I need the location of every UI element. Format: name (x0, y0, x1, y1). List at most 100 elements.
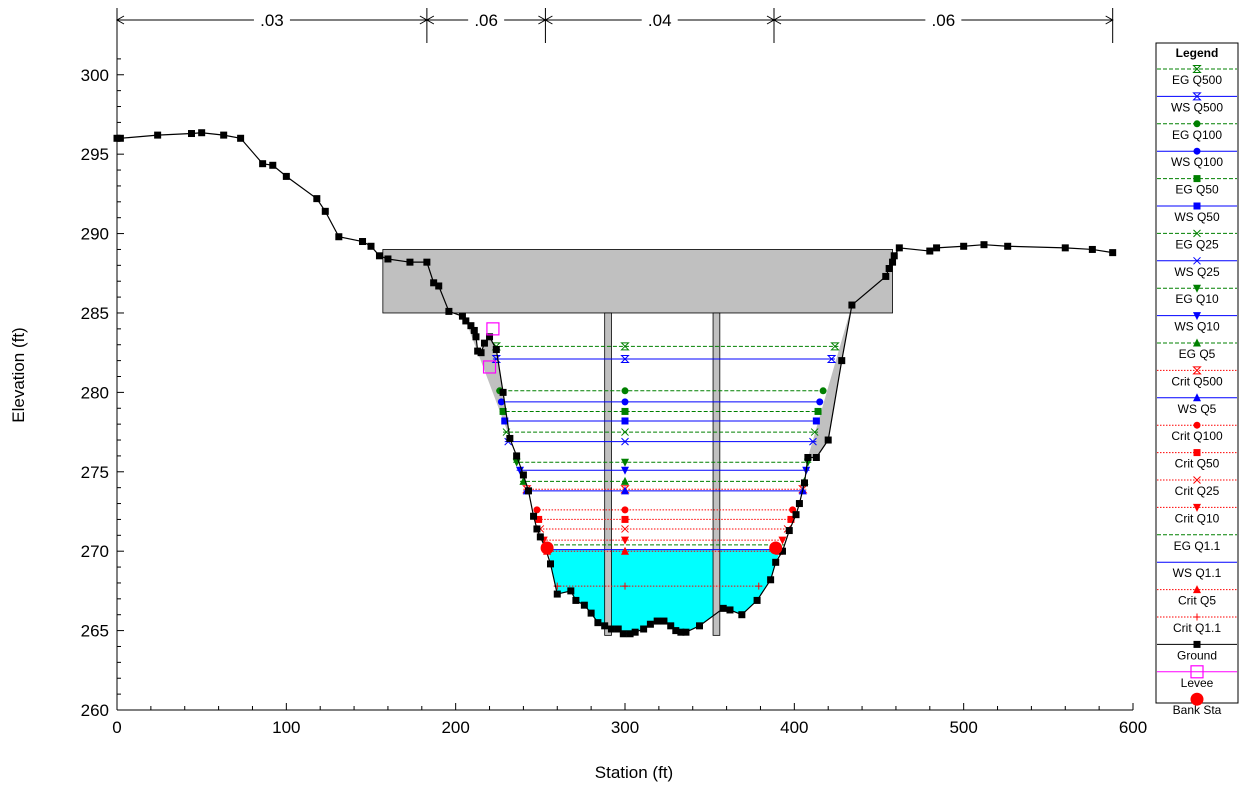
profile-marker-2-1 (621, 387, 629, 395)
legend: Legend EG Q500 WS Q500 EG Q100 WS Q100 EG Q5… (1155, 42, 1239, 717)
legend-marker-3 (1193, 147, 1201, 155)
ground-point-25 (470, 326, 478, 334)
ground-point-91 (1109, 249, 1117, 257)
right-bank-shade (807, 305, 852, 458)
ground-point-75 (812, 453, 820, 461)
bridge-pier-1 (604, 312, 612, 636)
x-tick-label-400: 400 (780, 718, 808, 737)
ground-point-84 (926, 247, 934, 255)
y-axis-label: Elevation (ft) (9, 327, 28, 422)
legend-label-7: WS Q25 (1174, 265, 1220, 279)
legend-label-10: EG Q5 (1179, 347, 1216, 361)
ground-point-46 (587, 609, 595, 617)
legend-label-4: EG Q50 (1175, 183, 1219, 197)
profile-marker-2-2 (819, 387, 827, 395)
ground-point-5 (220, 131, 228, 139)
ground-point-67 (767, 576, 775, 584)
fills-layer (382, 249, 893, 636)
n-arrow-left-0 (115, 15, 125, 25)
y-tick-label-285: 285 (81, 304, 109, 323)
n-arrow-right-3 (1105, 15, 1114, 25)
ground-point-81 (889, 258, 897, 266)
profile-marker-13-0 (533, 506, 541, 514)
ground-point-18 (423, 258, 431, 266)
profile-marker-0-2 (830, 342, 840, 351)
ground-point-44 (572, 596, 580, 604)
legend-marker-10 (1193, 338, 1201, 347)
ground-point-71 (792, 511, 800, 519)
legend-marker-0 (1192, 65, 1202, 73)
profile-marker-10-1 (621, 476, 629, 485)
n-value-label-3: .06 (932, 11, 956, 30)
ground-point-74 (804, 453, 812, 461)
legend-marker-23 (1190, 692, 1204, 706)
legend-marker-16 (1193, 503, 1201, 512)
profile-marker-16-2 (778, 536, 787, 545)
profile-marker-5-2 (812, 417, 820, 425)
ground-point-53 (631, 628, 639, 636)
legend-marker-15 (1193, 476, 1201, 484)
profile-marker-4-1 (621, 407, 629, 415)
legend-title: Legend (1176, 46, 1219, 60)
n-arrow-left-3 (773, 15, 782, 25)
levee-marker-0 (486, 322, 500, 336)
legend-label-3: WS Q100 (1171, 155, 1223, 169)
ground-point-66 (753, 596, 761, 604)
ground-layer (113, 129, 1117, 638)
legend-marker-12 (1193, 393, 1201, 402)
ground-point-62 (696, 622, 704, 630)
profile-marker-3-2 (816, 398, 824, 406)
bank-station-marker-0 (540, 541, 554, 555)
profile-marker-7-2 (809, 437, 817, 446)
ground-point-15 (375, 252, 383, 260)
ground-point-43 (567, 587, 575, 595)
legend-label-17: EG Q1.1 (1174, 539, 1221, 553)
ground-point-4 (198, 129, 206, 137)
legend-label-2: EG Q100 (1172, 128, 1222, 142)
ground-point-69 (778, 547, 786, 555)
legend-label-11: Crit Q500 (1171, 374, 1223, 388)
y-tick-label-295: 295 (81, 145, 109, 164)
x-tick-label-600: 600 (1119, 718, 1147, 737)
ground-point-34 (513, 452, 521, 460)
legend-label-12: WS Q5 (1178, 402, 1217, 416)
legend-label-19: Crit Q5 (1178, 594, 1216, 608)
ground-point-30 (486, 333, 494, 341)
ground-point-12 (335, 233, 343, 241)
legend-label-14: Crit Q50 (1175, 457, 1220, 471)
legend-marker-4 (1193, 175, 1201, 183)
ground-point-57 (660, 617, 668, 625)
ground-point-9 (282, 172, 290, 180)
ground-point-32 (499, 388, 507, 396)
ground-point-36 (524, 487, 532, 495)
legend-marker-20 (1193, 613, 1201, 621)
x-tick-label-0: 0 (112, 718, 121, 737)
ground-point-45 (580, 601, 588, 609)
legend-marker-5 (1193, 202, 1201, 210)
ground-point-72 (795, 500, 803, 508)
ground-point-88 (1004, 242, 1012, 250)
ground-point-68 (772, 558, 780, 566)
legend-marker-2 (1193, 120, 1201, 128)
legend-marker-6 (1193, 229, 1201, 238)
ground-point-28 (477, 349, 485, 357)
legend-marker-7 (1193, 256, 1201, 265)
y-tick-label-300: 300 (81, 66, 109, 85)
ground-point-89 (1061, 244, 1069, 252)
y-tick-label-275: 275 (81, 463, 109, 482)
bridge-deck (382, 249, 893, 314)
ground-point-48 (601, 622, 609, 630)
x-tick-label-100: 100 (272, 718, 300, 737)
ground-point-65 (738, 611, 746, 619)
legend-label-22: Levee (1181, 676, 1214, 690)
legend-label-18: WS Q1.1 (1173, 566, 1222, 580)
ground-point-51 (619, 630, 627, 638)
n-value-label-0: .03 (260, 11, 284, 30)
ground-point-22 (458, 312, 466, 320)
profile-marker-16-1 (621, 536, 629, 545)
x-tick-label-500: 500 (949, 718, 977, 737)
ground-point-29 (480, 339, 488, 347)
ground-point-20 (435, 282, 443, 290)
ground-point-19 (430, 279, 438, 287)
